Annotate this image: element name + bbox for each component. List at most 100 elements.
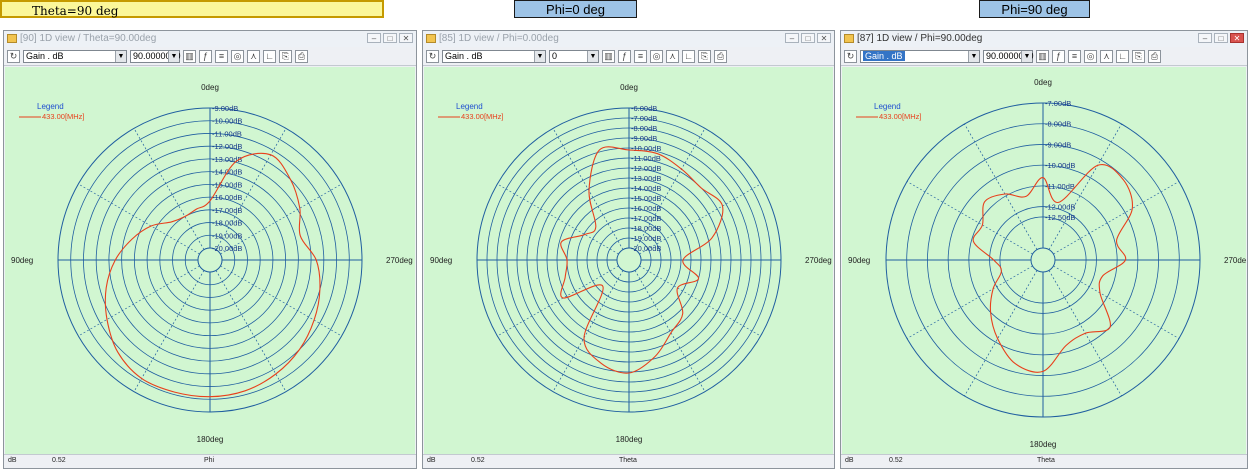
frequency-icon[interactable]: ƒ: [618, 49, 631, 63]
marker-icon[interactable]: ⋏: [666, 49, 679, 63]
legend-series-name: 433.00[MHz]: [879, 112, 922, 121]
angle-select[interactable]: 90.0000000 ▼: [130, 49, 181, 63]
status-bar: dB 0.52 Phi: [4, 454, 416, 468]
copy-icon[interactable]: ⎘: [698, 49, 711, 63]
radial-tick-label: -18.00dB: [212, 219, 242, 228]
center-circle: [1030, 247, 1056, 273]
radial-tick-label: -7.00dB: [1045, 99, 1071, 108]
grid-spoke: [1053, 265, 1180, 339]
status-unit: dB: [427, 457, 436, 464]
chart-style-icon[interactable]: ▥: [183, 49, 196, 63]
axis-icon[interactable]: ∟: [682, 49, 695, 63]
marker-icon[interactable]: ⋏: [247, 49, 260, 63]
list-icon[interactable]: ≡: [634, 49, 647, 63]
list-icon[interactable]: ≡: [215, 49, 228, 63]
frequency-icon[interactable]: ƒ: [1052, 49, 1065, 63]
app-icon: [7, 34, 17, 43]
print-icon[interactable]: ⎙: [295, 49, 308, 63]
window-title: [85] 1D view / Phi=0.00deg: [439, 33, 559, 44]
status-axis: Theta: [619, 457, 637, 464]
radial-tick-label: -20.00dB: [631, 244, 661, 253]
grid-spoke: [220, 183, 342, 255]
refresh-icon[interactable]: ↻: [7, 49, 20, 63]
radial-tick-label: -15.00dB: [212, 180, 242, 189]
angle-label-top: 0deg: [1034, 78, 1052, 87]
marker-icon[interactable]: ⋏: [1100, 49, 1113, 63]
refresh-icon[interactable]: ↻: [844, 49, 857, 63]
status-axis: Theta: [1037, 457, 1055, 464]
polar-view-window-theta90: [90] 1D view / Theta=90.00deg – □ ✕ ↻ Ga…: [3, 30, 417, 469]
copy-icon[interactable]: ⎘: [279, 49, 292, 63]
status-unit: dB: [845, 457, 854, 464]
axis-icon[interactable]: ∟: [263, 49, 276, 63]
maximize-icon[interactable]: □: [1214, 33, 1228, 43]
grid-spoke: [906, 265, 1033, 339]
angle-label-right: 270deg: [386, 256, 413, 265]
print-icon[interactable]: ⎙: [1148, 49, 1161, 63]
grid-spoke: [78, 183, 200, 255]
maximize-icon[interactable]: □: [383, 33, 397, 43]
angle-select[interactable]: 0 ▼: [549, 49, 599, 63]
minimize-icon[interactable]: –: [785, 33, 799, 43]
maximize-icon[interactable]: □: [801, 33, 815, 43]
radial-tick-label: -9.00dB: [212, 104, 238, 113]
grid-spoke: [634, 128, 706, 250]
polar-icon[interactable]: ◎: [231, 49, 244, 63]
toolbar: ↻ Gain . dB ▼ 90.0000000 ▼ ▥ ƒ ≡ ◎ ⋏ ∟ ⎘ ⎙: [841, 47, 1247, 66]
series-line-433mhz: [104, 152, 321, 398]
status-unit: dB: [8, 457, 17, 464]
radial-tick-label: -17.00dB: [212, 206, 242, 215]
polar-plot-area: -6.00dB -7.00dB -8.00dB -9.00dB -10.00dB -11.…: [424, 67, 833, 456]
polar-chart: -7.00dB -8.00dB -9.00dB -10.00dB -11.00dB -12…: [848, 78, 1248, 449]
chart-style-icon[interactable]: ▥: [1036, 49, 1049, 63]
frequency-icon[interactable]: ƒ: [199, 49, 212, 63]
minimize-icon[interactable]: –: [367, 33, 381, 43]
window-titlebar[interactable]: [85] 1D view / Phi=0.00deg – □ ✕: [423, 31, 834, 47]
radial-tick-label: -19.00dB: [212, 231, 242, 240]
status-value: 0.52: [52, 457, 66, 464]
radial-tick-label: -10.00dB: [1045, 161, 1075, 170]
grid-spoke: [1048, 123, 1122, 250]
radial-tick-label: -20.00dB: [212, 244, 242, 253]
axis-icon[interactable]: ∟: [1116, 49, 1129, 63]
grid-spoke: [639, 265, 761, 337]
window-titlebar[interactable]: [87] 1D view / Phi=90.00deg – □ ✕: [841, 31, 1247, 47]
close-icon[interactable]: ✕: [399, 33, 413, 43]
quantity-select[interactable]: Gain . dB ▼: [860, 49, 980, 63]
polar-icon[interactable]: ◎: [650, 49, 663, 63]
angle-label-left: 90deg: [848, 256, 870, 265]
series-line-433mhz: [560, 146, 724, 374]
legend-series-name: 433.00[MHz]: [42, 112, 85, 121]
radial-tick-label: -13.00dB: [631, 174, 661, 183]
angle-label-left: 90deg: [11, 256, 33, 265]
polar-chart: -9.00dB -10.00dB -11.00dB -12.00dB -13.00dB -…: [11, 83, 413, 444]
toolbar: ↻ Gain . dB ▼ 90.0000000 ▼ ▥ ƒ ≡ ◎ ⋏ ∟ ⎘ ⎙: [4, 47, 416, 66]
window-titlebar[interactable]: [90] 1D view / Theta=90.00deg – □ ✕: [4, 31, 416, 47]
angle-select[interactable]: 90.0000000 ▼: [983, 49, 1034, 63]
polar-icon[interactable]: ◎: [1084, 49, 1097, 63]
legend-title: Legend: [37, 102, 64, 111]
close-icon[interactable]: ✕: [817, 33, 831, 43]
quantity-select[interactable]: Gain . dB ▼: [442, 49, 546, 63]
polar-view-window-phi90: [87] 1D view / Phi=90.00deg – □ ✕ ↻ Gain…: [840, 30, 1248, 469]
app-icon: [844, 34, 854, 43]
refresh-icon[interactable]: ↻: [426, 49, 439, 63]
view-label-phi0: Phi=0 deg: [514, 0, 637, 18]
copy-icon[interactable]: ⎘: [1132, 49, 1145, 63]
chart-style-icon[interactable]: ▥: [602, 49, 615, 63]
minimize-icon[interactable]: –: [1198, 33, 1212, 43]
status-bar: dB 0.52 Theta: [423, 454, 834, 468]
radial-tick-label: -11.00dB: [212, 129, 242, 138]
quantity-select[interactable]: Gain . dB ▼: [23, 49, 127, 63]
grid-spoke: [215, 270, 287, 392]
window-title: [90] 1D view / Theta=90.00deg: [20, 33, 157, 44]
print-icon[interactable]: ⎙: [714, 49, 727, 63]
close-icon[interactable]: ✕: [1230, 33, 1244, 43]
radial-tick-label: -11.00dB: [631, 154, 661, 163]
angle-label-right: 270deg: [805, 256, 832, 265]
polar-view-window-phi0: [85] 1D view / Phi=0.00deg – □ ✕ ↻ Gain …: [422, 30, 835, 469]
list-icon[interactable]: ≡: [1068, 49, 1081, 63]
radial-tick-label: -16.00dB: [212, 193, 242, 202]
angle-label-top: 0deg: [201, 83, 219, 92]
radial-tick-label: -8.00dB: [631, 124, 657, 133]
